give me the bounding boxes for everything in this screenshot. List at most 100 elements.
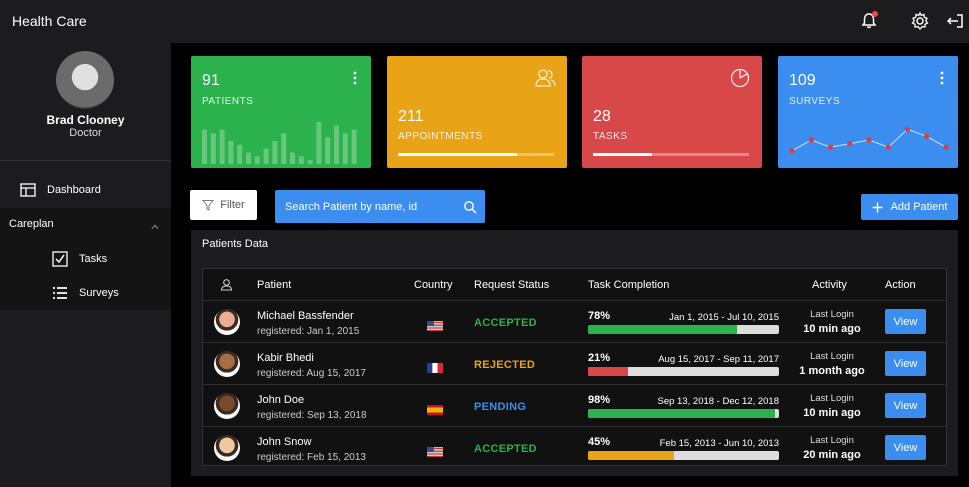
search-icon[interactable] — [463, 200, 477, 214]
patient-avatar[interactable] — [214, 435, 240, 461]
view-button[interactable]: View — [885, 393, 926, 418]
surveys-point — [789, 148, 795, 154]
careplan-header[interactable]: Careplan — [9, 218, 54, 230]
sidebar-item-surveys[interactable]: Surveys — [0, 278, 171, 308]
stat-card-appointments[interactable]: 211 APPOINTMENTS — [387, 56, 567, 168]
patient-avatar[interactable] — [214, 351, 240, 377]
filter-button[interactable]: Filter — [190, 190, 257, 220]
table-row: Kabir Bhedi registered: Aug 15, 2017 REJEC… — [203, 342, 946, 384]
patients-bar — [272, 141, 278, 164]
task-date-range: Sep 13, 2018 - Dec 12, 2018 — [657, 396, 779, 407]
completion-bar-fill — [588, 325, 737, 334]
filter-label: Filter — [220, 199, 245, 211]
patients-panel: Patients Data Patient Country Request St… — [191, 230, 958, 476]
stat-progress-fill — [593, 153, 653, 156]
patients-bar — [246, 152, 251, 164]
header-country[interactable]: Country — [414, 279, 453, 291]
header-task-completion[interactable]: Task Completion — [588, 279, 670, 291]
status-badge: ACCEPTED — [474, 317, 537, 329]
stat-value: 28 — [593, 108, 611, 125]
top-bar: Health Care — [0, 0, 969, 43]
surveys-point — [924, 133, 930, 139]
task-date-range: Feb 15, 2013 - Jun 10, 2013 — [659, 438, 779, 449]
surveys-point — [827, 144, 834, 150]
completion-percent: 98% — [588, 394, 611, 406]
surveys-point — [808, 137, 814, 143]
bell-icon[interactable] — [859, 11, 879, 31]
sidebar-item-tasks[interactable]: Tasks — [0, 244, 171, 274]
status-badge: ACCEPTED — [474, 443, 537, 455]
logout-icon[interactable] — [945, 11, 965, 31]
activity-value: 10 min ago — [803, 407, 861, 419]
table-row: John Doe registered: Sep 13, 2018 PENDING 9… — [203, 384, 946, 426]
notification-dot — [872, 11, 878, 17]
stat-value: 211 — [398, 108, 424, 125]
sidebar-item-label: Tasks — [79, 253, 108, 265]
person-icon — [220, 278, 233, 294]
stat-card-surveys[interactable]: 109 SURVEYS — [778, 56, 958, 168]
completion-bar — [588, 367, 779, 376]
patients-bar — [219, 129, 225, 164]
completion-bar — [588, 451, 779, 460]
search-input[interactable] — [285, 198, 460, 215]
patient-avatar[interactable] — [214, 393, 240, 419]
patients-bar — [237, 144, 243, 164]
stat-progress-fill — [398, 153, 517, 156]
stat-card-tasks[interactable]: 28 TASKS — [582, 56, 762, 168]
sidebar-item-label: Surveys — [79, 287, 119, 299]
patients-bar — [351, 129, 357, 164]
status-badge: PENDING — [474, 401, 527, 413]
stat-progress — [398, 153, 554, 156]
surveys-point — [866, 137, 872, 143]
view-button[interactable]: View — [885, 309, 926, 334]
header-patient[interactable]: Patient — [257, 279, 292, 291]
user-name: Brad Clooney — [46, 113, 125, 127]
sidebar: Brad Clooney Doctor Dashboard Careplan T… — [0, 43, 171, 487]
activity-label: Last Login — [810, 309, 854, 320]
patient-name[interactable]: Kabir Bhedi — [257, 352, 314, 364]
activity-value: 20 min ago — [803, 449, 861, 461]
patient-registered: registered: Aug 15, 2017 — [257, 368, 366, 379]
patients-bar-chart — [202, 121, 357, 164]
careplan-section: Careplan Tasks Surveys — [0, 208, 171, 310]
status-badge: REJECTED — [474, 359, 536, 371]
patient-name[interactable]: John Snow — [257, 436, 312, 448]
kebab-menu-icon[interactable] — [353, 71, 357, 85]
gear-icon[interactable] — [910, 11, 930, 31]
panel-title: Patients Data — [202, 238, 269, 250]
patient-registered: registered: Jan 1, 2015 — [257, 326, 360, 337]
activity-label: Last Login — [810, 351, 854, 362]
stat-label: APPOINTMENTS — [398, 131, 483, 142]
patients-table: Patient Country Request Status Task Comp… — [202, 268, 947, 466]
view-button[interactable]: View — [885, 435, 926, 460]
kebab-menu-icon[interactable] — [940, 71, 944, 85]
header-action[interactable]: Action — [885, 279, 916, 291]
stat-progress — [593, 153, 749, 156]
view-button[interactable]: View — [885, 351, 926, 376]
chevron-up-icon[interactable] — [150, 219, 160, 229]
surveys-point — [847, 141, 853, 147]
surveys-line-chart — [789, 126, 949, 154]
header-request-status[interactable]: Request Status — [474, 279, 550, 291]
patients-bar — [210, 133, 216, 164]
header-activity[interactable]: Activity — [812, 279, 847, 291]
patient-name[interactable]: John Doe — [257, 394, 305, 406]
list-icon — [51, 284, 69, 302]
user-avatar[interactable] — [56, 51, 114, 109]
activity-label: Last Login — [810, 435, 854, 446]
surveys-point — [943, 144, 949, 150]
patient-name[interactable]: Michael Bassfender — [257, 310, 354, 322]
add-patient-button[interactable]: Add Patient — [861, 194, 958, 220]
checklist-icon — [51, 250, 69, 268]
stat-value: 109 — [789, 72, 816, 89]
surveys-point — [904, 126, 911, 132]
patients-bar — [307, 160, 313, 164]
completion-percent: 78% — [588, 310, 611, 322]
filter-icon — [202, 199, 215, 211]
stat-card-patients[interactable]: 91 PATIENTS — [191, 56, 371, 168]
completion-percent: 45% — [588, 436, 611, 448]
patients-bar — [281, 133, 287, 164]
completion-bar — [588, 409, 779, 418]
patient-avatar[interactable] — [214, 309, 240, 335]
sidebar-item-dashboard[interactable]: Dashboard — [0, 175, 171, 205]
